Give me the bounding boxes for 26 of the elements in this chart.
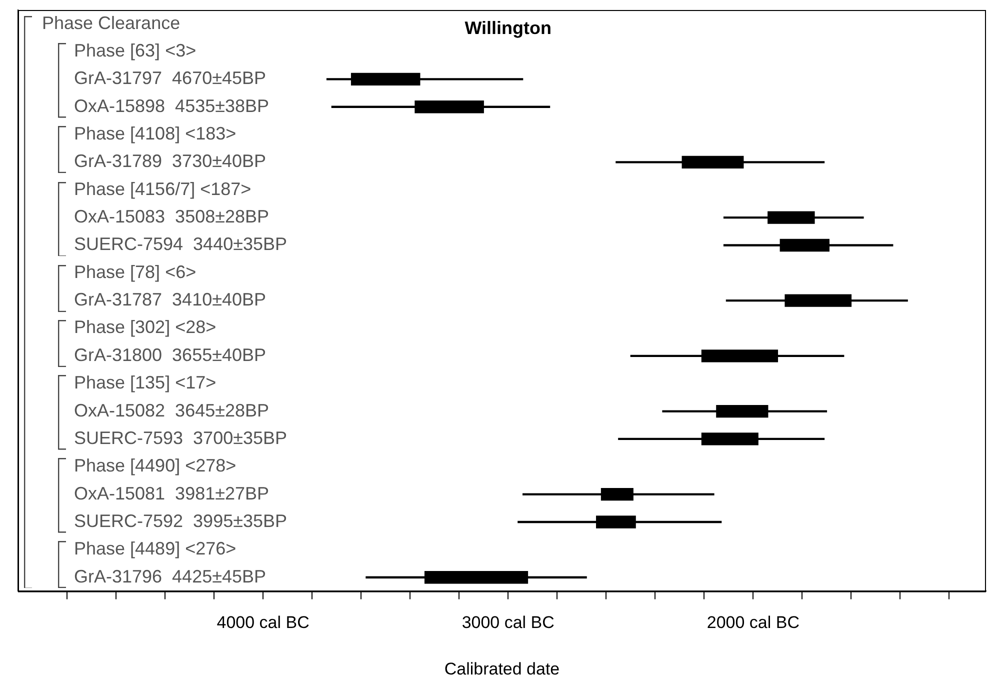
y-tick-label: OxA-15083 3508±28BP (74, 206, 270, 227)
y-tick-label: Phase [4156/7] <187> (74, 178, 252, 199)
y-tick-label: Phase [135] <17> (74, 372, 216, 393)
y-tick-label: GrA-31787 3410±40BP (74, 290, 266, 310)
x-tick-label: 4000 cal BC (216, 613, 310, 632)
y-tick-label: SUERC-7592 3995±35BP (74, 510, 288, 531)
y-tick-label: GrA-31789 3730±40BP (74, 151, 266, 172)
y-tick-label: Phase [4108] <183> (74, 124, 236, 144)
y-tick-label: Phase [78] <6> (74, 262, 196, 282)
y-tick-label: Phase [4490] <278> (74, 456, 236, 476)
y-tick-label: SUERC-7593 3700±35BP (74, 428, 288, 448)
y-tick-label: Phase [63] <3> (74, 40, 196, 60)
y-tick-label: GrA-31800 3655±40BP (74, 344, 266, 365)
x-tick-label: 3000 cal BC (462, 613, 554, 632)
y-tick-label: Phase [4489] <276> (74, 538, 236, 559)
y-tick-label: GrA-31797 4670±45BP (74, 68, 266, 88)
y-tick-label: GrA-31796 4425±45BP (74, 566, 266, 586)
y-tick-label: SUERC-7594 3440±35BP (74, 234, 288, 254)
chart-title: Willington (464, 18, 552, 38)
y-tick-label: Phase Clearance (42, 12, 180, 33)
x-tick-label: 2000 cal BC (706, 613, 800, 632)
y-tick-label: OxA-15898 4535±38BP (74, 96, 270, 116)
y-tick-label: OxA-15082 3645±28BP (74, 400, 270, 420)
y-tick-label: Phase [302] <28> (74, 317, 216, 338)
x-axis-title: Calibrated date (444, 659, 560, 678)
y-tick-label: OxA-15081 3981±27BP (74, 483, 270, 504)
